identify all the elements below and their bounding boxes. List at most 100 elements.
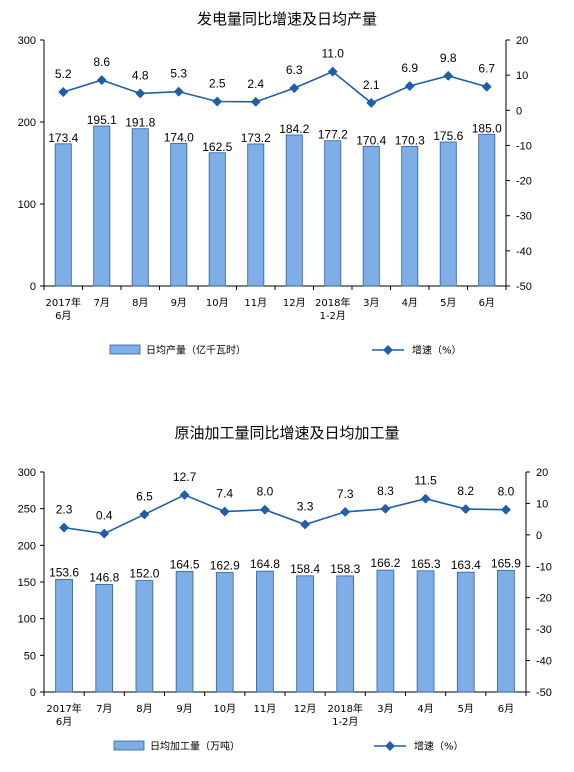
y-tick-label: 0 — [30, 281, 36, 293]
y-tick-label: 150 — [18, 577, 36, 589]
growth-value-label: 8.3 — [377, 484, 394, 498]
x-tick-label-line: 9月 — [171, 297, 187, 309]
x-tick-label: 2017年 6月 — [46, 702, 81, 728]
x-tick-label-line: 3月 — [363, 297, 379, 309]
x-tick-label-line: 4月 — [402, 297, 418, 309]
bar-value-label: 184.2 — [279, 122, 309, 136]
x-tick-label-line: 9月 — [176, 703, 192, 715]
x-tick-label-line: 10月 — [213, 703, 236, 715]
growth-value-label: 4.8 — [132, 68, 149, 82]
y2-tick-label: -20 — [516, 176, 532, 188]
growth-point — [250, 96, 261, 107]
bar — [416, 570, 435, 693]
growth-point — [219, 506, 230, 517]
bar-value-label: 162.5 — [202, 140, 232, 154]
x-tick-label: 5月 — [458, 703, 474, 715]
y2-tick-label: 0 — [536, 530, 542, 542]
y2-tick-label: -50 — [516, 281, 532, 293]
bar-value-label: 164.8 — [250, 557, 280, 571]
bar-value-label: 165.9 — [491, 556, 521, 570]
growth-point — [139, 509, 150, 520]
x-tick-label: 2017年 6月 — [46, 296, 81, 322]
bar-value-label: 170.3 — [395, 133, 425, 147]
bar — [478, 133, 496, 287]
growth-value-label: 7.3 — [337, 487, 354, 501]
x-tick-label: 10月 — [206, 297, 229, 309]
growth-point — [259, 504, 270, 515]
bar-value-label: 185.0 — [472, 121, 502, 135]
bar — [256, 570, 274, 693]
y2-tick-label: 0 — [516, 105, 522, 117]
growth-value-label: 5.3 — [170, 67, 187, 81]
x-tick-label-line: 7月 — [96, 703, 112, 715]
growth-value-label: 6.5 — [136, 489, 153, 503]
growth-value-label: 2.5 — [209, 77, 226, 91]
y2-tick-label: -20 — [536, 593, 552, 605]
growth-value-label: 12.7 — [173, 470, 197, 484]
x-tick-label: 5月 — [440, 297, 456, 309]
bar-value-label: 174.0 — [164, 130, 194, 144]
bar-value-label: 195.1 — [87, 113, 117, 127]
growth-value-label: 11.0 — [322, 47, 345, 61]
y-tick-label: 0 — [30, 687, 36, 699]
bar-value-label: 173.4 — [48, 131, 78, 145]
x-tick-label: 12月 — [283, 297, 306, 309]
growth-point — [96, 75, 107, 86]
y2-tick-label: -10 — [536, 561, 552, 573]
x-tick-label-line: 12月 — [283, 297, 306, 309]
bar — [336, 575, 355, 693]
x-tick-label-line: 6月 — [498, 703, 514, 715]
growth-point — [420, 493, 431, 504]
growth-value-label: 3.3 — [297, 499, 314, 513]
bar-value-label: 191.8 — [125, 116, 155, 130]
bar-value-label: 162.9 — [210, 559, 240, 573]
x-tick-label: 2018年 1-2月 — [315, 296, 350, 322]
bar-value-label: 163.4 — [451, 558, 481, 572]
x-tick-label: 10月 — [213, 703, 236, 715]
bar — [247, 143, 265, 287]
x-tick-label: 2018年 1-2月 — [328, 702, 363, 728]
y-tick-label: 300 — [18, 467, 36, 479]
bar-value-label: 173.2 — [241, 131, 271, 145]
x-tick-label: 6月 — [498, 703, 514, 715]
legend-line-label: 增速（%） — [414, 740, 464, 753]
y2-tick-label: -40 — [516, 246, 532, 258]
bar — [131, 128, 149, 287]
x-tick-label: 9月 — [171, 297, 187, 309]
bar-value-label: 158.3 — [330, 562, 360, 576]
y2-tick-label: 10 — [536, 498, 548, 510]
growth-value-label: 6.9 — [401, 61, 418, 75]
legend-bar-swatch — [109, 344, 141, 355]
x-tick-label-line: 11月 — [244, 297, 267, 309]
bar-value-label: 175.6 — [433, 129, 463, 143]
bar-value-label: 153.6 — [49, 565, 79, 579]
bar — [296, 575, 314, 693]
bar — [170, 142, 188, 287]
bar — [439, 141, 457, 287]
x-tick-label: 3月 — [377, 703, 393, 715]
bar — [362, 145, 380, 287]
legend-line-marker — [383, 345, 393, 355]
y2-tick-label: -10 — [516, 140, 532, 152]
y2-tick-label: -40 — [536, 656, 552, 668]
growth-point — [443, 70, 454, 81]
growth-point — [179, 489, 190, 500]
x-tick-label-line: 5月 — [458, 703, 474, 715]
bar — [95, 583, 114, 693]
bar — [324, 140, 342, 287]
x-tick-label-line: 2018年 — [315, 296, 350, 309]
x-tick-label-line: 6月 — [55, 310, 71, 322]
x-tick-label: 9月 — [176, 703, 192, 715]
x-tick-label: 8月 — [132, 297, 148, 309]
growth-value-label: 6.3 — [286, 63, 303, 77]
bar-value-label: 177.2 — [318, 128, 348, 142]
y-tick-label: 200 — [18, 540, 36, 552]
growth-point — [481, 81, 492, 92]
y2-tick-label: -30 — [516, 211, 532, 223]
bar-value-label: 152.0 — [129, 567, 159, 581]
y-tick-label: 50 — [24, 650, 36, 662]
x-tick-label: 11月 — [254, 703, 277, 715]
x-tick-label-line: 6月 — [56, 716, 72, 728]
